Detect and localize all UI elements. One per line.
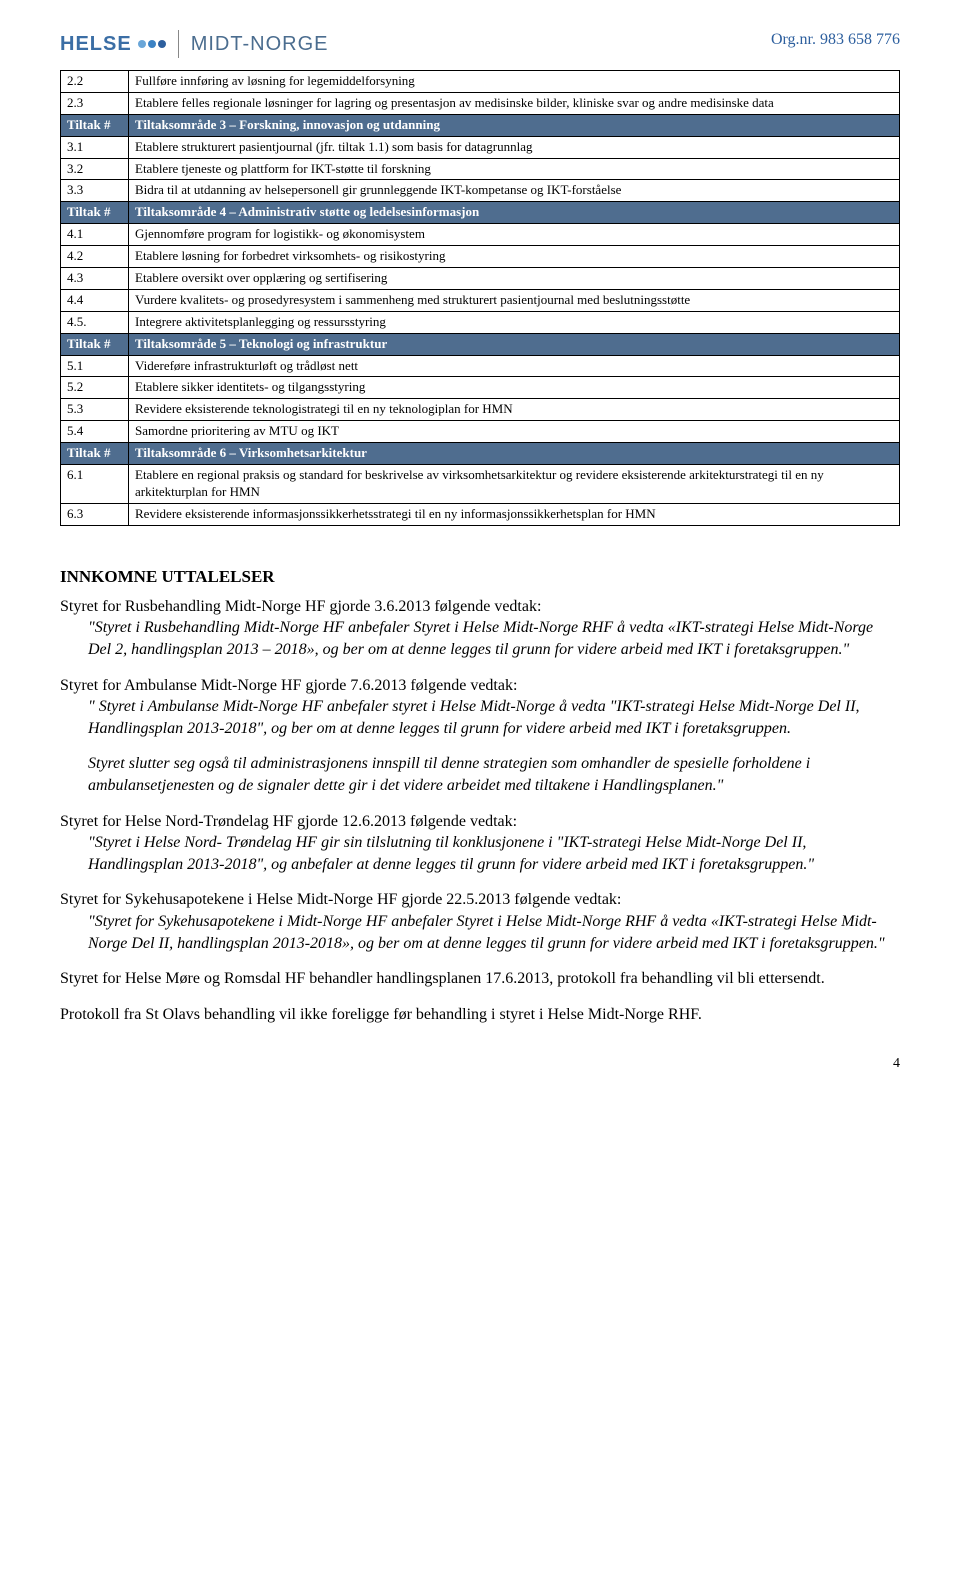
p3-lead: Styret for Helse Nord-Trøndelag HF gjord… <box>60 813 517 830</box>
table-row: 4.4Vurdere kvalitets- og prosedyresystem… <box>61 289 900 311</box>
page-header: HELSE MIDT-NORGE Org.nr. 983 658 776 <box>60 30 900 58</box>
table-cell-desc: Gjennomføre program for logistikk- og øk… <box>129 224 900 246</box>
p1-quote: "Styret i Rusbehandling Midt-Norge HF an… <box>88 617 900 660</box>
paragraph-more-romsdal: Styret for Helse Møre og Romsdal HF beha… <box>60 968 900 990</box>
table-cell-desc: Tiltaksområde 6 – Virksomhetsarkitektur <box>129 443 900 465</box>
table-cell-desc: Etablere strukturert pasientjournal (jfr… <box>129 136 900 158</box>
table-row: 5.2Etablere sikker identitets- og tilgan… <box>61 377 900 399</box>
table-cell-id: Tiltak # <box>61 333 129 355</box>
table-header-row: Tiltak #Tiltaksområde 3 – Forskning, inn… <box>61 114 900 136</box>
table-row: 6.3Revidere eksisterende informasjonssik… <box>61 503 900 525</box>
table-cell-desc: Bidra til at utdanning av helsepersonell… <box>129 180 900 202</box>
p4-quote: "Styret for Sykehusapotekene i Midt-Norg… <box>88 911 900 954</box>
table-cell-id: 5.2 <box>61 377 129 399</box>
table-cell-desc: Tiltaksområde 3 – Forskning, innovasjon … <box>129 114 900 136</box>
org-number: Org.nr. 983 658 776 <box>771 30 900 51</box>
table-row: 6.1Etablere en regional praksis og stand… <box>61 465 900 504</box>
table-cell-desc: Revidere eksisterende teknologistrategi … <box>129 399 900 421</box>
table-row: 4.2Etablere løsning for forbedret virkso… <box>61 246 900 268</box>
p2-lead: Styret for Ambulanse Midt-Norge HF gjord… <box>60 677 517 694</box>
table-row: 5.4Samordne prioritering av MTU og IKT <box>61 421 900 443</box>
table-cell-id: 3.1 <box>61 136 129 158</box>
table-cell-id: 4.2 <box>61 246 129 268</box>
table-cell-id: 5.4 <box>61 421 129 443</box>
table-cell-desc: Etablere tjeneste og plattform for IKT-s… <box>129 158 900 180</box>
p2-quote2: Styret slutter seg også til administrasj… <box>88 753 900 796</box>
table-cell-id: 4.4 <box>61 289 129 311</box>
table-row: 3.3Bidra til at utdanning av helseperson… <box>61 180 900 202</box>
table-cell-desc: Fullføre innføring av løsning for legemi… <box>129 71 900 93</box>
table-row: 4.1Gjennomføre program for logistikk- og… <box>61 224 900 246</box>
table-row: 5.3Revidere eksisterende teknologistrate… <box>61 399 900 421</box>
table-cell-id: 3.3 <box>61 180 129 202</box>
paragraph-ambulanse: Styret for Ambulanse Midt-Norge HF gjord… <box>60 675 900 740</box>
paragraph-nord-trondelag: Styret for Helse Nord-Trøndelag HF gjord… <box>60 811 900 876</box>
table-cell-id: 4.5. <box>61 311 129 333</box>
table-row: 3.2Etablere tjeneste og plattform for IK… <box>61 158 900 180</box>
logo: HELSE MIDT-NORGE <box>60 30 328 58</box>
tiltak-table: 2.2Fullføre innføring av løsning for leg… <box>60 70 900 526</box>
table-cell-id: 5.3 <box>61 399 129 421</box>
table-cell-desc: Tiltaksområde 4 – Administrativ støtte o… <box>129 202 900 224</box>
page-number: 4 <box>60 1055 900 1073</box>
table-row: 4.3Etablere oversikt over opplæring og s… <box>61 268 900 290</box>
table-cell-id: 6.3 <box>61 503 129 525</box>
logo-text-helse: HELSE <box>60 31 132 57</box>
body-content: INNKOMNE UTTALELSER Styret for Rusbehand… <box>60 566 900 1026</box>
logo-text-midt: MIDT-NORGE <box>191 31 329 57</box>
table-header-row: Tiltak #Tiltaksområde 5 – Teknologi og i… <box>61 333 900 355</box>
table-cell-desc: Samordne prioritering av MTU og IKT <box>129 421 900 443</box>
p4-lead: Styret for Sykehusapotekene i Helse Midt… <box>60 891 621 908</box>
table-cell-desc: Videreføre infrastrukturløft og trådløst… <box>129 355 900 377</box>
table-row: 3.1Etablere strukturert pasientjournal (… <box>61 136 900 158</box>
table-header-row: Tiltak #Tiltaksområde 4 – Administrativ … <box>61 202 900 224</box>
table-cell-id: Tiltak # <box>61 443 129 465</box>
paragraph-st-olavs: Protokoll fra St Olavs behandling vil ik… <box>60 1004 900 1026</box>
table-cell-id: Tiltak # <box>61 114 129 136</box>
table-row: 2.3Etablere felles regionale løsninger f… <box>61 92 900 114</box>
table-row: 5.1Videreføre infrastrukturløft og trådl… <box>61 355 900 377</box>
table-cell-desc: Tiltaksområde 5 – Teknologi og infrastru… <box>129 333 900 355</box>
table-cell-id: 6.1 <box>61 465 129 504</box>
table-header-row: Tiltak #Tiltaksområde 6 – Virksomhetsark… <box>61 443 900 465</box>
p2-quote: " Styret i Ambulanse Midt-Norge HF anbef… <box>88 696 900 739</box>
table-cell-id: 3.2 <box>61 158 129 180</box>
table-cell-desc: Etablere oversikt over opplæring og sert… <box>129 268 900 290</box>
section-title: INNKOMNE UTTALELSER <box>60 566 900 588</box>
table-cell-desc: Vurdere kvalitets- og prosedyresystem i … <box>129 289 900 311</box>
table-cell-desc: Etablere sikker identitets- og tilgangss… <box>129 377 900 399</box>
paragraph-sykehusapotekene: Styret for Sykehusapotekene i Helse Midt… <box>60 889 900 954</box>
table-cell-desc: Etablere løsning for forbedret virksomhe… <box>129 246 900 268</box>
table-cell-id: 2.3 <box>61 92 129 114</box>
table-cell-id: 4.3 <box>61 268 129 290</box>
table-cell-desc: Revidere eksisterende informasjonssikker… <box>129 503 900 525</box>
logo-divider <box>178 30 179 58</box>
p1-lead: Styret for Rusbehandling Midt-Norge HF g… <box>60 598 541 615</box>
logo-dots-icon <box>138 40 166 48</box>
table-cell-desc: Integrere aktivitetsplanlegging og ressu… <box>129 311 900 333</box>
table-cell-id: 4.1 <box>61 224 129 246</box>
table-row: 4.5.Integrere aktivitetsplanlegging og r… <box>61 311 900 333</box>
table-cell-id: 5.1 <box>61 355 129 377</box>
table-cell-id: Tiltak # <box>61 202 129 224</box>
table-cell-desc: Etablere felles regionale løsninger for … <box>129 92 900 114</box>
paragraph-rusbehandling: Styret for Rusbehandling Midt-Norge HF g… <box>60 596 900 661</box>
p3-quote: "Styret i Helse Nord- Trøndelag HF gir s… <box>88 832 900 875</box>
table-cell-id: 2.2 <box>61 71 129 93</box>
table-cell-desc: Etablere en regional praksis og standard… <box>129 465 900 504</box>
table-row: 2.2Fullføre innføring av løsning for leg… <box>61 71 900 93</box>
